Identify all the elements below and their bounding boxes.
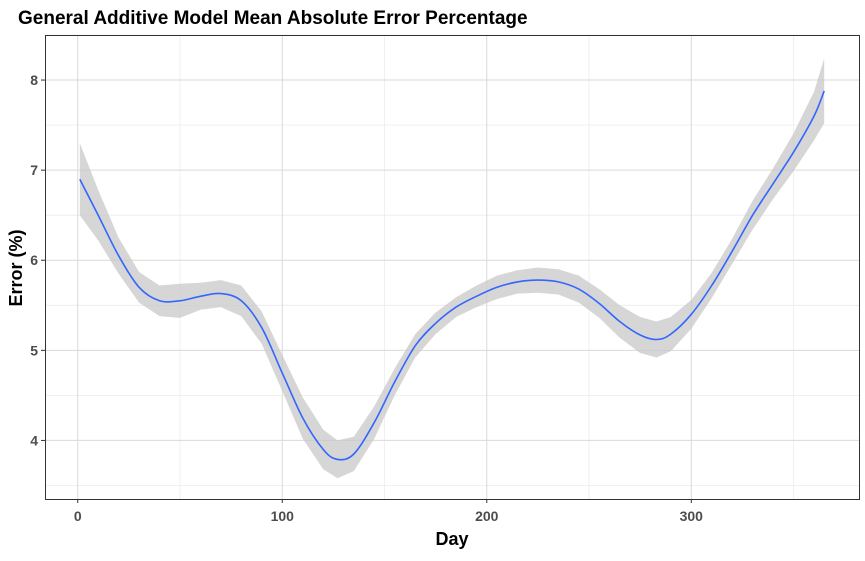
x-tick-label: 200 — [475, 508, 499, 524]
x-tick-label: 300 — [680, 508, 704, 524]
x-tick-label: 0 — [74, 508, 82, 524]
plot-panel-border — [45, 35, 860, 500]
x-axis-ticks: 0 100 200 300 — [74, 499, 703, 524]
y-tick-label: 6 — [30, 252, 38, 268]
grid — [45, 34, 859, 499]
fit-line-layer — [79, 90, 825, 461]
gam-fit-line — [79, 90, 825, 461]
x-axis-title: Day — [435, 529, 468, 549]
y-tick-label: 7 — [30, 162, 38, 178]
confidence-band — [79, 58, 825, 479]
y-tick-label: 4 — [30, 432, 38, 448]
y-axis-ticks: 4 5 6 7 8 — [30, 72, 45, 448]
y-axis-title: Error (%) — [6, 229, 26, 306]
confidence-band-layer — [79, 58, 825, 479]
y-tick-label: 5 — [30, 342, 38, 358]
y-tick-label: 8 — [30, 72, 38, 88]
x-tick-label: 100 — [271, 508, 295, 524]
chart-title: General Additive Model Mean Absolute Err… — [18, 8, 528, 29]
